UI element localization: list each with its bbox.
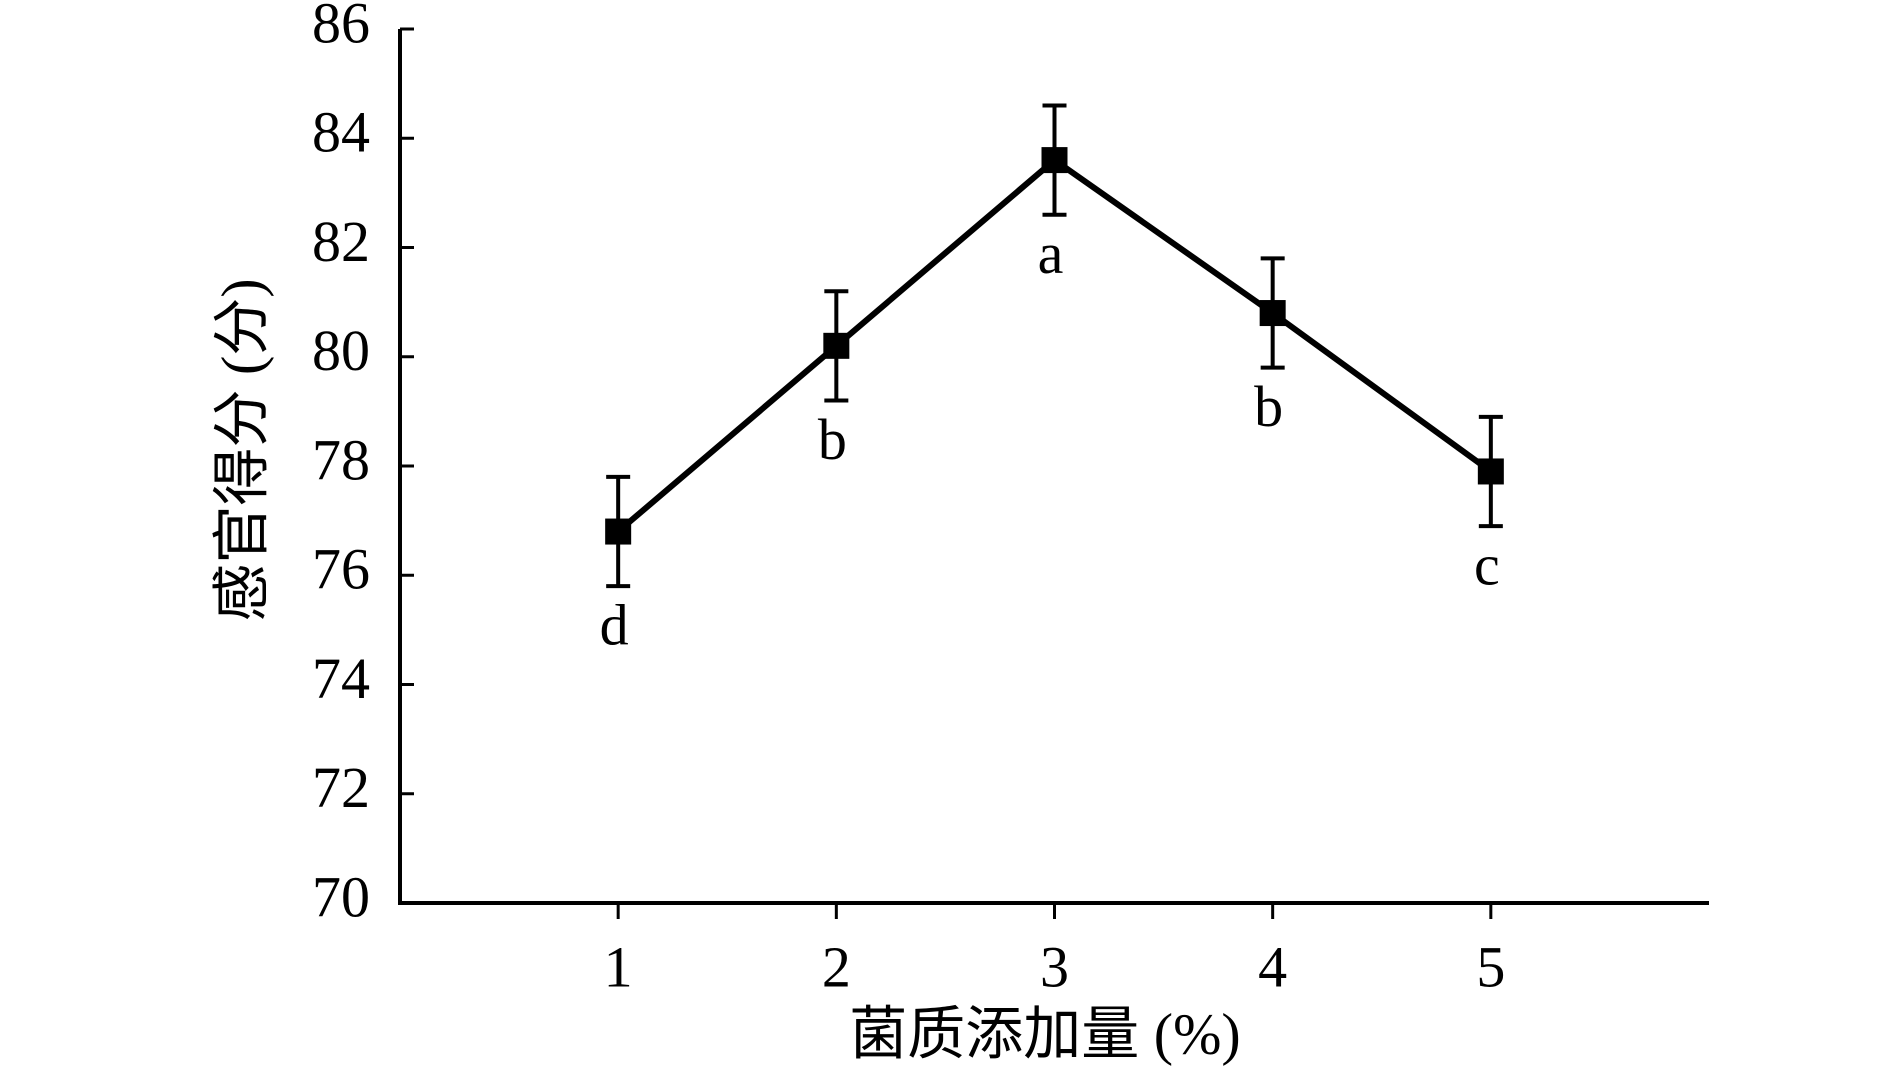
marker (823, 332, 850, 359)
point-label: a (1038, 221, 1064, 286)
y-tick-label: 74 (312, 646, 370, 711)
y-tick-label: 86 (312, 0, 370, 55)
marker (1041, 147, 1068, 174)
y-tick-label: 76 (312, 537, 370, 602)
x-axis-title: 菌质添加量 (%) (849, 1001, 1240, 1066)
y-tick-label: 70 (312, 864, 370, 929)
y-tick-label: 72 (312, 755, 370, 820)
y-tick-label: 78 (312, 427, 370, 492)
y-tick-label: 80 (312, 318, 370, 383)
marker (605, 518, 632, 545)
point-label: c (1474, 532, 1500, 597)
x-tick-label: 5 (1476, 934, 1505, 999)
marker (1477, 458, 1504, 485)
x-tick-label: 2 (822, 934, 851, 999)
x-tick-label: 3 (1040, 934, 1069, 999)
point-label: d (600, 592, 629, 657)
x-tick-label: 1 (604, 934, 633, 999)
y-tick-label: 84 (312, 100, 370, 165)
point-label: b (1254, 374, 1283, 439)
point-label: b (818, 407, 847, 472)
x-tick-label: 4 (1258, 934, 1287, 999)
y-axis-title: 感官得分 (分) (209, 278, 274, 621)
y-tick-label: 82 (312, 209, 370, 274)
marker (1259, 300, 1286, 327)
